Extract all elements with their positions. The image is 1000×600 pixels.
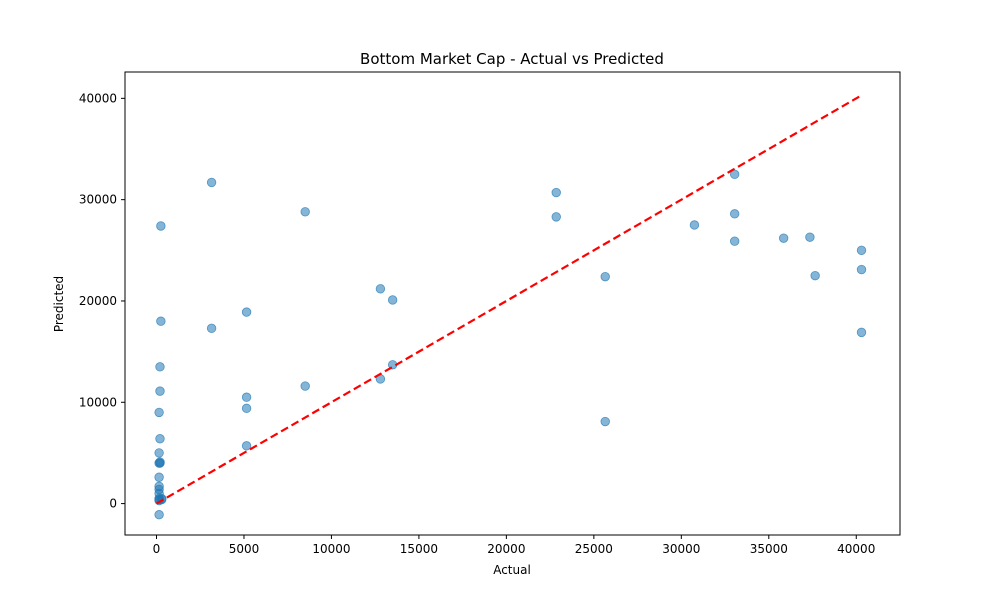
y-tick-label: 0: [109, 497, 117, 511]
x-tick-label: 15000: [400, 542, 438, 556]
x-tick-label: 30000: [662, 542, 700, 556]
data-point: [729, 209, 740, 219]
data-points: [154, 169, 867, 520]
x-tick-label: 35000: [750, 542, 788, 556]
data-point: [300, 207, 310, 217]
data-point: [600, 271, 610, 282]
data-point: [729, 236, 740, 246]
x-tick-label: 25000: [575, 542, 613, 556]
x-axis-label: Actual: [493, 563, 531, 577]
data-point: [856, 327, 867, 338]
data-point: [154, 481, 164, 492]
data-point: [156, 221, 166, 231]
data-point: [856, 245, 867, 256]
y-tick-label: 40000: [79, 91, 117, 105]
data-point: [856, 264, 867, 275]
data-point: [206, 323, 217, 334]
data-point: [689, 220, 700, 230]
y-tick-label: 30000: [79, 193, 117, 207]
data-point: [387, 295, 398, 305]
data-point: [155, 457, 165, 467]
data-point: [241, 441, 252, 451]
data-point: [154, 448, 164, 458]
data-point: [154, 510, 164, 520]
data-point: [778, 233, 789, 243]
reference-line-layer: [155, 94, 863, 505]
data-point: [241, 392, 252, 402]
data-point: [154, 472, 164, 482]
x-tick-label: 10000: [312, 542, 350, 556]
data-point: [729, 169, 740, 180]
y-axis-ticks: 0 10000 20000 30000 40000: [79, 91, 125, 511]
data-point: [805, 232, 815, 242]
data-point: [206, 177, 217, 188]
data-point: [600, 416, 610, 427]
data-point: [155, 434, 165, 444]
data-point: [551, 187, 561, 198]
data-point: [551, 212, 561, 222]
plot-frame: [124, 71, 901, 536]
y-axis-label: Predicted: [52, 276, 66, 332]
ideal-fit-line: [155, 94, 863, 505]
y-tick-label: 20000: [79, 294, 117, 308]
data-point: [155, 386, 165, 396]
chart-title: Bottom Market Cap - Actual vs Predicted: [360, 50, 664, 68]
data-point: [156, 316, 166, 326]
data-point: [375, 284, 386, 294]
data-point: [241, 403, 252, 414]
x-tick-label: 40000: [837, 542, 875, 556]
data-point: [810, 270, 820, 281]
data-point: [300, 381, 310, 391]
x-tick-label: 20000: [487, 542, 525, 556]
x-axis-ticks: 0 5000 10000 15000 20000 25000 30000 35000 40000: [153, 535, 875, 556]
data-point: [154, 407, 164, 418]
x-tick-label: 5000: [229, 542, 260, 556]
x-tick-label: 0: [153, 542, 161, 556]
data-point: [155, 362, 165, 372]
data-point: [241, 307, 252, 317]
y-tick-label: 10000: [79, 395, 117, 409]
